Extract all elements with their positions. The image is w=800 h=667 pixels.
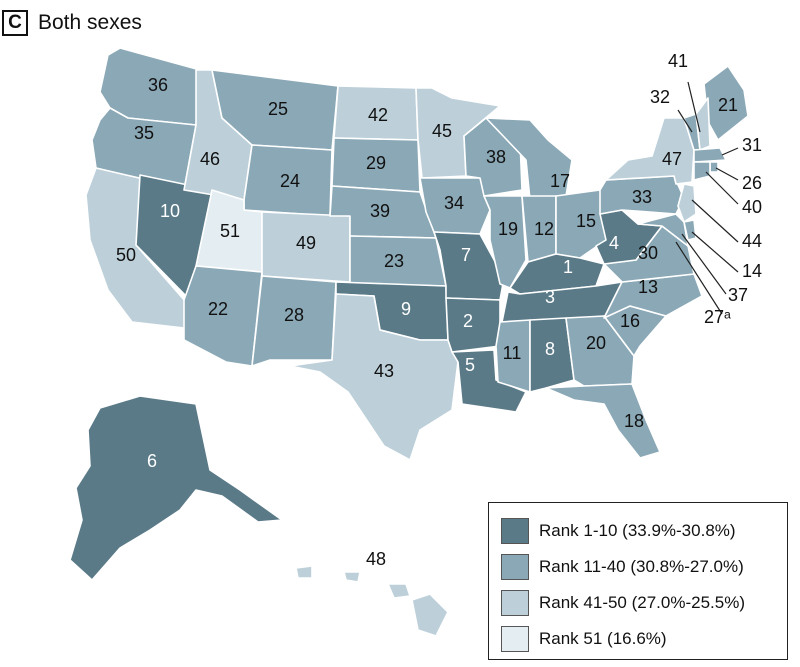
rank-label-la: 5 <box>465 355 475 375</box>
state-hi-kauai[interactable] <box>295 565 313 579</box>
panel-letter-box: C <box>2 10 28 36</box>
legend-label: Rank 51 (16.6%) <box>539 629 667 648</box>
callout-label-hi: 48 <box>366 549 386 569</box>
state-hi-oahu[interactable] <box>343 571 361 583</box>
state-mi[interactable] <box>485 117 573 201</box>
rank-label-ca: 50 <box>116 245 136 265</box>
state-wv[interactable] <box>595 209 663 265</box>
state-fl[interactable] <box>545 383 661 459</box>
callout-leaders <box>675 81 739 315</box>
state-la[interactable] <box>451 349 527 413</box>
state-ak[interactable] <box>69 395 283 581</box>
rank-label-nm: 28 <box>284 305 304 325</box>
rank-label-va: 30 <box>638 243 658 263</box>
legend-item-rank-1-10: Rank 1-10 (33.9%-30.8%) <box>501 517 736 545</box>
rank-label-ok: 9 <box>401 299 411 319</box>
state-ms[interactable] <box>495 319 531 393</box>
rank-label-mn: 45 <box>432 121 452 141</box>
callout-label-vt: 32 <box>650 87 670 107</box>
legend-swatch <box>501 554 529 580</box>
state-nh[interactable] <box>695 97 711 151</box>
callout-label-ct: 40 <box>742 197 762 217</box>
callout-label-dc: 27ᵃ <box>704 307 731 327</box>
state-al[interactable] <box>529 317 575 393</box>
callout-label-ri: 26 <box>742 173 762 193</box>
state-de[interactable] <box>683 219 697 241</box>
rank-label-mt: 25 <box>268 99 288 119</box>
rank-label-wy: 24 <box>280 171 300 191</box>
rank-label-ne: 39 <box>370 201 390 221</box>
rank-label-az: 22 <box>208 299 228 319</box>
rank-label-ny: 47 <box>662 149 682 169</box>
rank-label-co: 49 <box>296 233 316 253</box>
rank-label-mi: 17 <box>550 171 570 191</box>
state-hi-main[interactable] <box>411 593 449 637</box>
rank-label-id: 46 <box>200 149 220 169</box>
rank-label-ut: 51 <box>220 221 240 241</box>
state-nm[interactable] <box>251 275 337 367</box>
state-ma[interactable] <box>693 147 727 163</box>
rank-label-ga: 20 <box>586 333 606 353</box>
rank-label-tx: 43 <box>374 361 394 381</box>
callout-label-nj: 44 <box>742 231 762 251</box>
legend-swatch <box>501 590 529 616</box>
legend-swatch <box>501 626 529 652</box>
rank-label-pa: 33 <box>632 187 652 207</box>
legend: Rank 1-10 (33.9%-30.8%) Rank 11-40 (30.8… <box>488 502 788 660</box>
rank-label-ak: 6 <box>147 451 157 471</box>
legend-swatch <box>501 518 529 544</box>
callout-label-ma: 31 <box>742 135 762 155</box>
panel-letter: C <box>8 12 22 33</box>
state-hi-maui[interactable] <box>387 583 411 599</box>
rank-label-or: 35 <box>134 123 154 143</box>
callout-label-nh: 41 <box>668 51 688 71</box>
rank-label-nv: 10 <box>160 201 180 221</box>
rank-label-il: 19 <box>498 219 518 239</box>
legend-item-rank-41-50: Rank 41-50 (27.0%-25.5%) <box>501 589 745 617</box>
rank-label-ks: 23 <box>384 251 404 271</box>
rank-label-nd: 42 <box>368 105 388 125</box>
rank-label-wa: 36 <box>148 75 168 95</box>
rank-label-ar: 2 <box>463 311 473 331</box>
rank-label-al: 8 <box>545 339 555 359</box>
state-oh[interactable] <box>555 189 607 259</box>
legend-label: Rank 1-10 (33.9%-30.8%) <box>539 521 736 540</box>
rank-label-wi: 38 <box>486 147 506 167</box>
legend-item-rank-51: Rank 51 (16.6%) <box>501 625 667 653</box>
state-ar[interactable] <box>445 297 501 353</box>
callout-rank-labels: 41 32 31 26 40 44 14 37 27ᵃ 48 <box>366 51 762 569</box>
state-ct[interactable] <box>693 161 711 181</box>
state-nj[interactable] <box>677 183 697 223</box>
rank-label-sc: 16 <box>620 311 640 331</box>
state-ri[interactable] <box>709 161 719 173</box>
panel-title: Both sexes <box>38 11 142 34</box>
rank-label-sd: 29 <box>366 153 386 173</box>
rank-label-wv: 4 <box>609 233 619 253</box>
state-tx[interactable] <box>289 293 459 461</box>
callout-label-md: 37 <box>728 285 748 305</box>
legend-label: Rank 11-40 (30.8%-27.0%) <box>539 557 744 576</box>
rank-label-in: 12 <box>534 219 554 239</box>
rank-label-ky: 1 <box>563 257 573 277</box>
panel-header: C Both sexes <box>2 6 142 40</box>
rank-label-me: 21 <box>718 95 738 115</box>
rank-label-mo: 7 <box>461 245 471 265</box>
rank-label-ms: 11 <box>503 343 522 363</box>
callout-label-de: 14 <box>742 261 762 281</box>
state-rank-labels: 36 35 50 10 46 25 24 51 22 49 28 42 29 3… <box>116 75 738 471</box>
rank-label-fl: 18 <box>624 411 644 431</box>
rank-label-ia: 34 <box>444 193 464 213</box>
rank-label-oh: 15 <box>576 211 596 231</box>
rank-label-tn: 3 <box>545 287 555 307</box>
legend-label: Rank 41-50 (27.0%-25.5%) <box>539 593 746 612</box>
rank-label-nc: 13 <box>638 277 658 297</box>
legend-item-rank-11-40: Rank 11-40 (30.8%-27.0%) <box>501 553 744 581</box>
